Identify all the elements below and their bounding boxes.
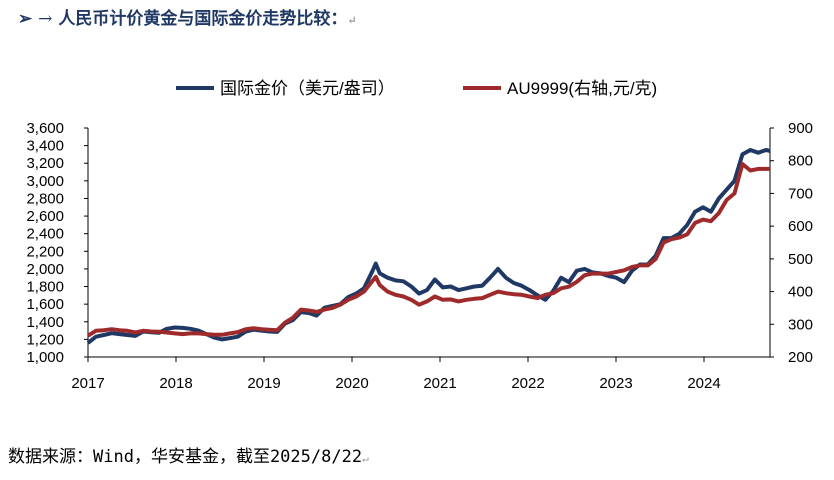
- y-left-tick-label: 3,000: [26, 173, 64, 190]
- legend-label: 国际金价（美元/盎司）: [220, 79, 395, 98]
- source-note: 数据来源：Wind，华安基金，截至2025/8/22↵: [8, 442, 369, 467]
- y-right-tick-label: 400: [788, 284, 813, 301]
- y-left-tick-label: 3,200: [26, 155, 64, 172]
- source-text: 数据来源：Wind，华安基金，截至2025/8/22: [8, 447, 363, 467]
- arrow-icon: →: [38, 9, 53, 29]
- y-right-tick-label: 700: [788, 185, 813, 202]
- y-left-tick-label: 1,400: [26, 314, 64, 331]
- x-tick-label: 2021: [423, 375, 456, 392]
- y-left-tick-label: 1,000: [26, 349, 64, 366]
- y-left-tick-label: 1,200: [26, 331, 64, 348]
- y-left-tick-label: 3,400: [26, 138, 64, 155]
- x-tick-label: 2023: [599, 375, 632, 392]
- series-line-international-gold: [86, 148, 771, 345]
- legend-label: AU9999(右轴,元/克): [507, 79, 657, 98]
- x-tick-label: 2020: [335, 375, 368, 392]
- bullet-icon: ➢: [18, 9, 33, 29]
- y-right-tick-label: 500: [788, 251, 813, 268]
- y-left-tick-label: 2,000: [26, 261, 64, 278]
- axes: 3,6003,4003,2003,0002,8002,6002,4002,200…: [26, 120, 813, 392]
- y-left-tick-label: 2,800: [26, 190, 64, 207]
- series-line-au9999: [86, 162, 770, 338]
- y-left-tick-label: 3,600: [26, 120, 64, 137]
- legend: 国际金价（美元/盎司） AU9999(右轴,元/克): [176, 79, 657, 98]
- paragraph-mark-icon: ↵: [362, 452, 369, 465]
- series-layer: [86, 148, 771, 345]
- y-left-tick-label: 2,400: [26, 226, 64, 243]
- y-left-tick-label: 1,600: [26, 296, 64, 313]
- y-right-tick-label: 300: [788, 316, 813, 333]
- y-right-tick-label: 200: [788, 349, 813, 366]
- y-left-tick-label: 2,200: [26, 243, 64, 260]
- y-left-tick-label: 2,600: [26, 208, 64, 225]
- y-left-tick-label: 1,800: [26, 279, 64, 296]
- y-right-tick-label: 900: [788, 120, 813, 137]
- y-right-tick-label: 800: [788, 153, 813, 170]
- x-tick-label: 2017: [71, 375, 104, 392]
- x-tick-label: 2019: [247, 375, 280, 392]
- page-title: ➢ → 人民币计价黄金与国际金价走势比较：↵: [18, 4, 357, 29]
- paragraph-mark-icon: ↵: [347, 14, 357, 27]
- x-tick-label: 2024: [687, 375, 720, 392]
- x-tick-label: 2018: [159, 375, 192, 392]
- title-text: 人民币计价黄金与国际金价走势比较：: [58, 9, 348, 29]
- x-tick-label: 2022: [511, 375, 544, 392]
- y-right-tick-label: 600: [788, 218, 813, 235]
